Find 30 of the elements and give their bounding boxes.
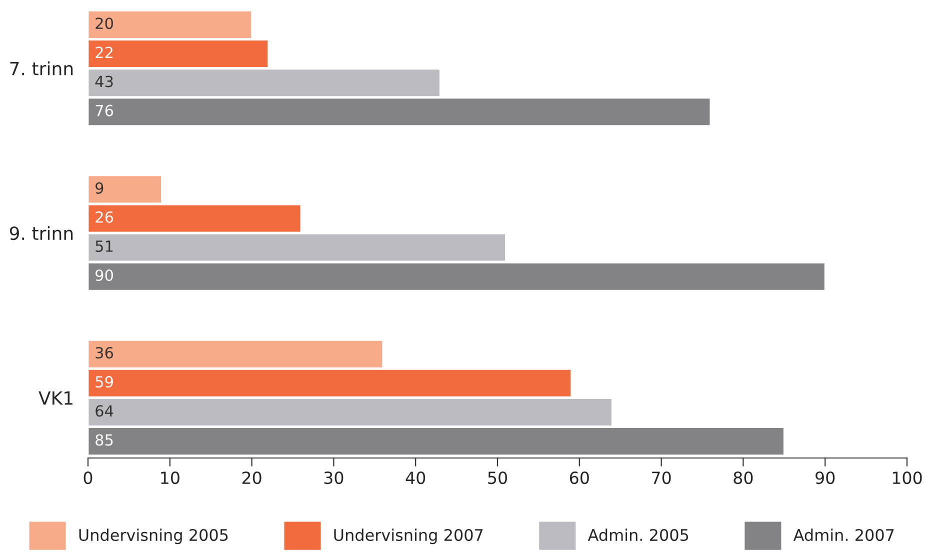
x-tick-label: 100 [892,471,922,484]
data-label: 59 [96,376,113,388]
data-label: 51 [96,240,113,252]
data-label: 26 [96,211,114,223]
data-label: 9 [96,182,104,194]
x-tick-label: 60 [570,471,589,484]
x-tick-label: 50 [488,471,507,484]
x-tick-label: 10 [161,471,180,484]
data-label: 36 [96,346,114,359]
x-tick-label: 40 [406,471,426,484]
x-tick-label: 20 [242,471,262,484]
data-label: 43 [95,76,113,88]
legend-label: Undervisning 2007 [334,528,483,544]
data-label: 64 [96,405,114,417]
data-label: 22 [96,46,112,58]
x-tick-label: 90 [816,471,835,484]
legend-label: Admin. 2007 [793,528,894,542]
y-tick-label: VK1 [38,391,72,405]
data-label: 85 [96,434,113,446]
x-tick-label: 80 [734,471,753,484]
x-tick-label: 70 [652,471,671,484]
legend-label: Undervisning 2005 [79,528,228,544]
data-label: 20 [96,18,113,30]
x-tick-label: 0 [84,471,92,484]
y-tick-label: 9. trinn [10,226,73,240]
data-label: 76 [96,104,114,116]
x-tick-label: 30 [324,471,344,484]
legend-label: Admin. 2005 [588,528,688,542]
y-tick-label: 7. trinn [10,61,73,76]
data-label: 90 [96,269,113,282]
